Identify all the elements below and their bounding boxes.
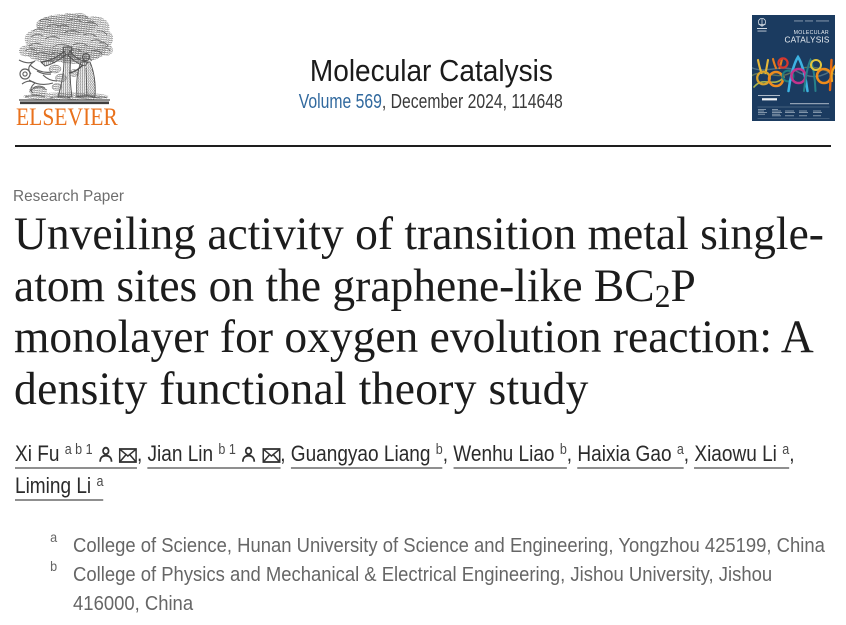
svg-text:CATALYSIS: CATALYSIS [784, 36, 829, 45]
svg-text:MOLECULAR: MOLECULAR [794, 30, 829, 36]
